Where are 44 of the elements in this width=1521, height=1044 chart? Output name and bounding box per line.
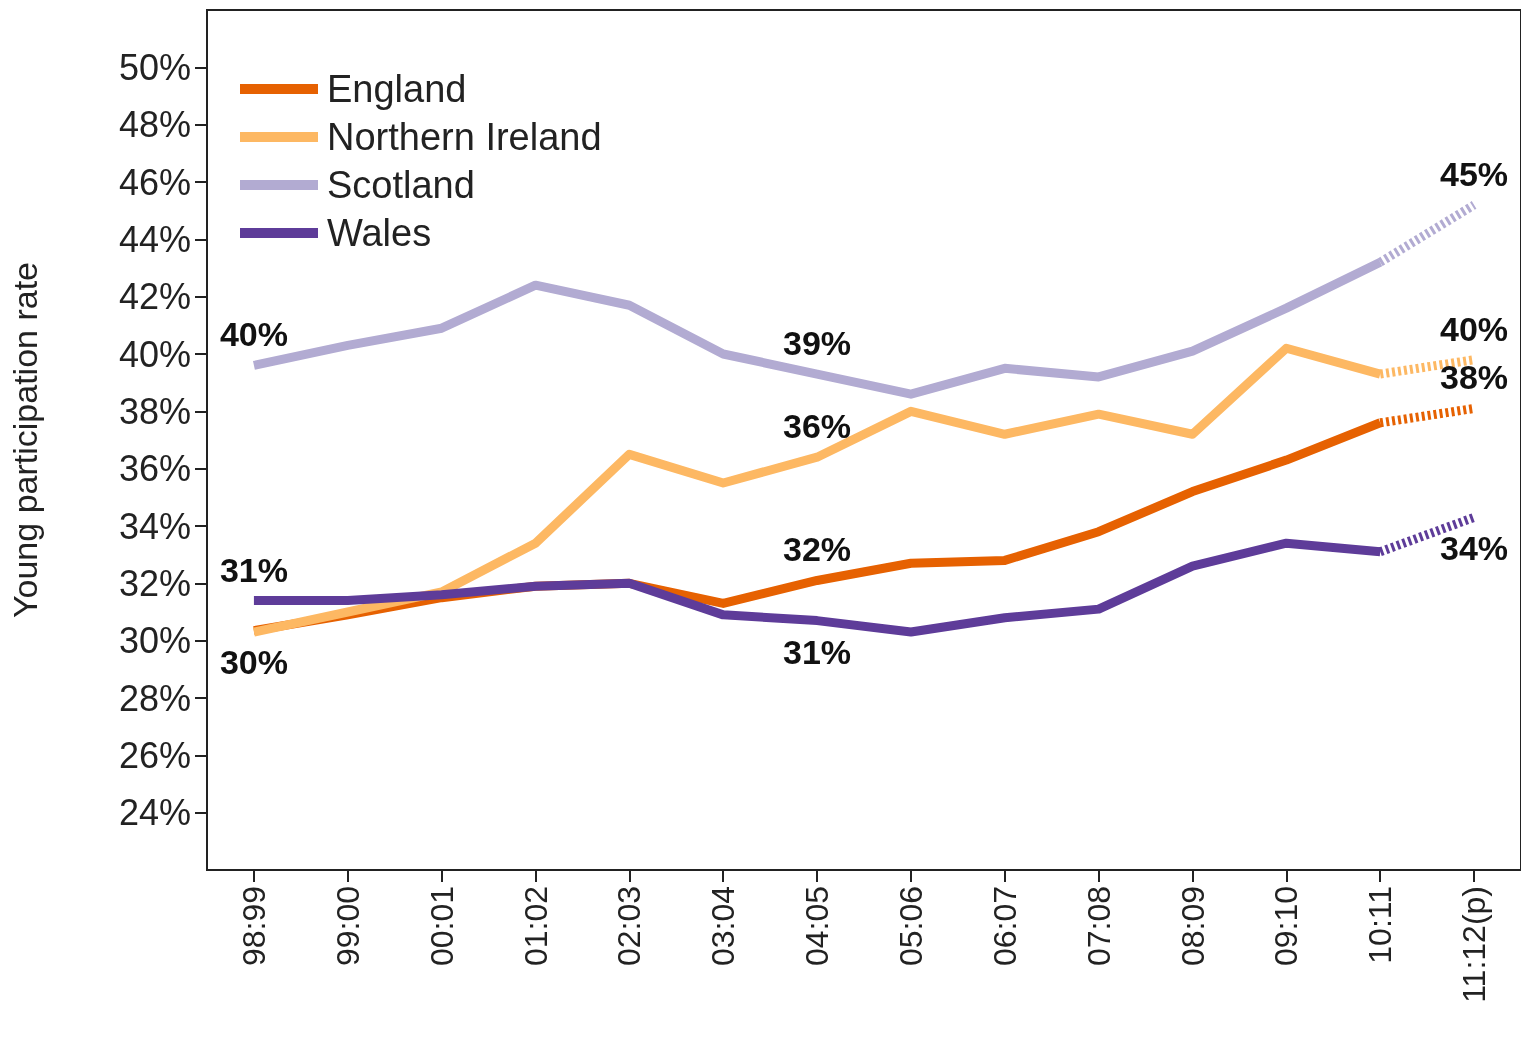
x-tick-label: 00:01 [423, 886, 460, 967]
x-tick-label: 06:07 [986, 886, 1023, 967]
legend-label: Wales [327, 212, 432, 254]
legend-label: Northern Ireland [327, 116, 602, 158]
y-tick-label: 50% [118, 46, 191, 88]
x-tick-label: 03:04 [705, 886, 742, 967]
annotation: 36% [783, 407, 852, 446]
y-tick-label: 34% [118, 505, 191, 547]
y-tick-label: 40% [118, 333, 191, 375]
x-tick-label: 01:02 [517, 886, 554, 967]
annotation: 40% [219, 315, 288, 354]
legend-label: England [327, 68, 467, 110]
x-tick-label: 07:08 [1080, 886, 1117, 967]
x-tick-label: 99:00 [329, 886, 366, 967]
annotation: 45% [1440, 154, 1509, 193]
x-tick-label: 98:99 [235, 886, 272, 967]
x-tick-label: 05:06 [892, 886, 929, 967]
legend-label: Scotland [327, 164, 475, 206]
x-tick-label: 02:03 [611, 886, 648, 967]
x-tick-label: 08:09 [1174, 886, 1211, 967]
y-tick-label: 44% [118, 218, 191, 260]
y-axis-title: Young participation rate [6, 261, 44, 619]
x-tick-label: 09:10 [1268, 886, 1305, 967]
annotation: 31% [783, 632, 852, 671]
y-tick-label: 46% [118, 161, 191, 203]
x-tick-label: 10:11 [1362, 886, 1399, 964]
annotation: 34% [1440, 529, 1509, 568]
y-tick-label: 28% [118, 677, 191, 719]
y-tick-label: 38% [118, 390, 191, 432]
y-tick-label: 32% [118, 562, 191, 604]
annotation: 38% [1440, 358, 1509, 397]
y-tick-label: 36% [118, 448, 191, 490]
y-tick-label: 24% [118, 792, 191, 834]
y-tick-label: 42% [118, 276, 191, 318]
annotation: 30% [219, 642, 288, 681]
y-tick-label: 48% [118, 104, 191, 146]
annotation: 31% [219, 550, 288, 589]
annotation: 32% [783, 530, 852, 569]
x-tick-label: 11:12(p) [1456, 886, 1493, 1003]
annotation: 39% [783, 324, 852, 363]
annotation: 40% [1440, 309, 1509, 348]
y-tick-label: 30% [118, 620, 191, 662]
x-tick-label: 04:05 [799, 886, 836, 967]
y-tick-label: 26% [118, 734, 191, 776]
